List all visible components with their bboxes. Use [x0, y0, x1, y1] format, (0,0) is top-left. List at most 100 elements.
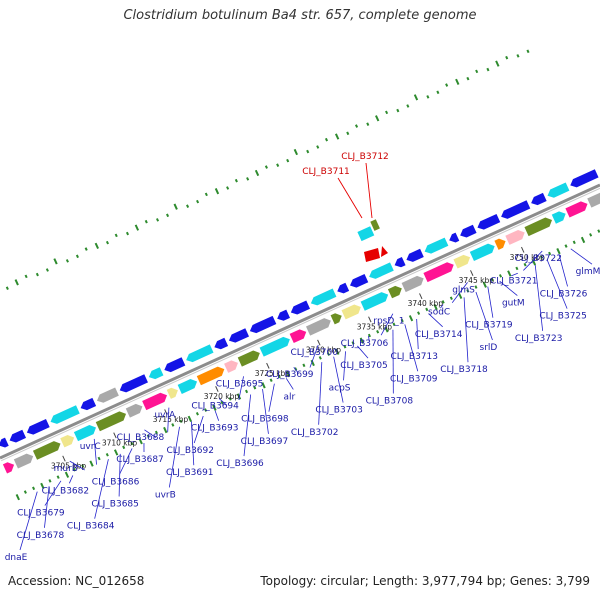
tick-label: 3745 kbp: [459, 276, 495, 285]
gc-inner-mark: [417, 311, 421, 315]
gene-label: CLJ_B3719: [465, 321, 513, 331]
gene-arrow: [224, 360, 238, 373]
leader-line: [262, 389, 269, 434]
leader-line: [69, 460, 85, 471]
map-title: Clostridium botulinum Ba4 str. 657, comp…: [123, 8, 477, 23]
gene-label: CLJ_B3693: [191, 424, 239, 434]
gc-outer-mark: [35, 272, 39, 277]
gc-inner-mark: [195, 411, 199, 416]
leader-line: [357, 345, 369, 359]
gene-arrow: [142, 392, 167, 411]
gene-label: CLJ_B3688: [117, 433, 165, 443]
gc-outer-mark: [186, 204, 190, 208]
gc-inner-mark: [376, 329, 380, 334]
gene-label: CLJ_B3687: [116, 455, 164, 465]
gc-inner-mark: [507, 270, 512, 277]
gc-outer-mark: [375, 115, 380, 122]
gene-arrow: [305, 318, 331, 336]
gc-outer-mark: [486, 67, 490, 72]
tick-mark: [164, 409, 168, 416]
tick-label: 3735 kbp: [357, 322, 393, 331]
gene-label: CLJ_B3699: [266, 370, 314, 380]
gc-inner-mark: [335, 348, 340, 355]
gc-inner-mark: [523, 262, 527, 267]
gc-inner-mark: [343, 344, 347, 349]
gc-outer-mark: [226, 186, 230, 190]
leader-line: [118, 453, 121, 497]
gc-outer-mark: [316, 145, 320, 149]
gene-arrow: [406, 248, 424, 262]
gc-inner-mark: [269, 378, 273, 383]
gc-inner-mark: [433, 303, 438, 311]
gc-outer-mark: [276, 163, 280, 167]
reverse-strand-genes: [2, 187, 600, 474]
gene-arrow: [95, 411, 127, 432]
gc-outer-mark: [14, 279, 19, 286]
gene-label: CLJ_B3682: [42, 486, 90, 496]
gc-inner-mark: [81, 464, 85, 468]
gc-inner-mark: [277, 374, 281, 379]
gene-label: dnaE: [5, 553, 28, 563]
gene-label: CLJ_B3685: [91, 499, 139, 509]
gene-arrow: [477, 213, 501, 230]
leader-line: [218, 398, 228, 406]
gene-arrow: [423, 262, 454, 283]
gene-label: uvrA: [154, 411, 176, 421]
highlight-arrow: [381, 246, 388, 257]
leader-line: [380, 313, 394, 336]
gc-inner-mark: [97, 456, 101, 461]
gc-inner-mark: [564, 244, 568, 248]
gc-outer-mark: [204, 192, 208, 197]
leader-line: [285, 378, 294, 390]
gc-inner-mark: [285, 370, 291, 378]
leader-line: [19, 491, 38, 551]
gc-outer-mark: [173, 203, 178, 210]
label-leader-lines: [19, 248, 593, 551]
gc-outer-mark: [516, 54, 520, 58]
gene-arrow: [125, 403, 143, 418]
gene-label: CLJ_B3721: [490, 276, 538, 286]
leader-line: [214, 410, 220, 421]
gene-arrow: [177, 379, 198, 394]
gc-outer-mark: [495, 60, 500, 67]
gene-arrow: [424, 237, 449, 254]
gc-outer-mark: [366, 122, 370, 126]
gc-outer-mark: [196, 199, 200, 204]
gene-arrow: [80, 397, 97, 411]
gc-outer-mark: [166, 213, 170, 218]
leader-line: [499, 280, 518, 296]
gene-arrow: [9, 429, 27, 443]
leader-line: [534, 264, 544, 331]
gc-inner-mark: [539, 255, 543, 260]
leader-line: [416, 318, 419, 350]
leader-line: [404, 324, 419, 372]
gene-label: gutM: [502, 299, 525, 309]
gc-inner-mark: [113, 449, 119, 456]
tick-mark: [521, 246, 525, 253]
gc-outer-mark: [436, 90, 440, 95]
gc-inner-mark: [351, 341, 355, 345]
leader-line: [68, 475, 74, 484]
gc-inner-mark: [572, 240, 576, 245]
gene-label: CLJ_B3702: [291, 428, 339, 438]
gc-outer-mark: [24, 274, 28, 279]
leader-line: [238, 376, 244, 400]
leader-line: [144, 429, 157, 438]
gene-label: srlD: [480, 343, 498, 353]
gc-outer-mark: [264, 165, 268, 169]
highlight-arrow: [364, 248, 380, 262]
gc-outer-mark: [94, 242, 99, 249]
gene-arrow: [237, 350, 260, 367]
gene-label: rpsD_1: [373, 317, 404, 327]
gene-label: CLJ_B3684: [67, 522, 115, 532]
gene-label: CLJ_B3723: [515, 334, 563, 344]
gc-inner-mark: [302, 363, 306, 368]
backbone-shadow: [1, 187, 600, 462]
gene-arrow: [469, 243, 495, 262]
gene-arrow: [26, 418, 50, 435]
gene-label: CLJ_B3686: [92, 477, 140, 487]
gc-outer-mark: [445, 83, 449, 87]
gene-arrow: [453, 254, 471, 269]
gc-outer-mark: [385, 110, 389, 115]
